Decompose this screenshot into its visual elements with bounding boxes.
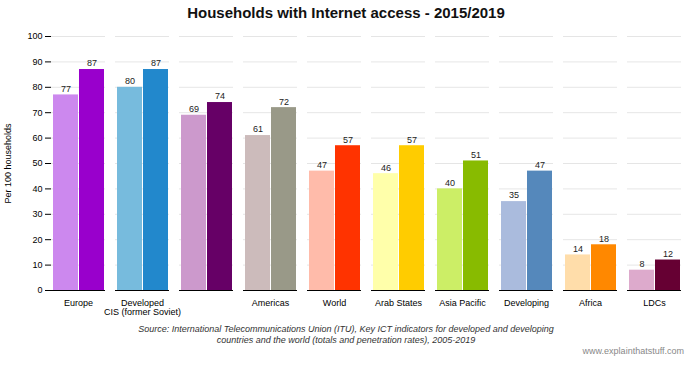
svg-text:DevelopedCIS (former Soviet): DevelopedCIS (former Soviet) [104, 298, 181, 317]
svg-text:18: 18 [599, 234, 609, 244]
svg-text:51: 51 [471, 150, 481, 160]
svg-text:60: 60 [32, 133, 42, 143]
svg-text:30: 30 [32, 209, 42, 219]
svg-text:40: 40 [32, 184, 42, 194]
svg-text:74: 74 [215, 91, 225, 101]
html-text:Source: International Telecomm: Source: International Telecommunications… [138, 324, 554, 345]
svg-text:Europe: Europe [64, 298, 93, 308]
svg-text:80: 80 [125, 76, 135, 86]
svg-text:61: 61 [253, 124, 263, 134]
svg-text:87: 87 [87, 58, 97, 68]
svg-text:69: 69 [189, 104, 199, 114]
svg-text:Arab States: Arab States [375, 298, 423, 308]
svg-text:100: 100 [27, 31, 42, 41]
svg-text:77: 77 [61, 84, 71, 94]
svg-text:90: 90 [32, 57, 42, 67]
svg-text:50: 50 [32, 158, 42, 168]
svg-text:72: 72 [279, 97, 289, 107]
svg-text:40: 40 [445, 178, 455, 188]
svg-text:10: 10 [32, 260, 42, 270]
html-text:Households with Internet acces: Households with Internet access - 2015/2… [187, 4, 505, 21]
svg-text:35: 35 [509, 190, 519, 200]
svg-text:46: 46 [381, 163, 391, 173]
svg-text:0: 0 [37, 285, 42, 295]
svg-text:Developing: Developing [504, 298, 549, 308]
svg-text:80: 80 [32, 82, 42, 92]
svg-text:12: 12 [663, 249, 673, 259]
svg-text:Asia Pacific: Asia Pacific [439, 298, 486, 308]
svg-text:70: 70 [32, 108, 42, 118]
svg-text:47: 47 [317, 160, 327, 170]
html-text:www.explainthatstuff.com: www.explainthatstuff.com [582, 346, 684, 356]
svg-text:14: 14 [573, 244, 583, 254]
svg-text:LDCs: LDCs [643, 298, 666, 308]
svg-text:57: 57 [407, 135, 417, 145]
svg-text:20: 20 [32, 235, 42, 245]
svg-text:Africa: Africa [579, 298, 602, 308]
svg-text:Per 100 households: Per 100 households [3, 123, 13, 204]
svg-text:87: 87 [151, 58, 161, 68]
svg-text:47: 47 [535, 160, 545, 170]
svg-text:World: World [323, 298, 346, 308]
svg-text:Americas: Americas [252, 298, 290, 308]
svg-text:57: 57 [343, 135, 353, 145]
svg-text:8: 8 [639, 259, 644, 269]
